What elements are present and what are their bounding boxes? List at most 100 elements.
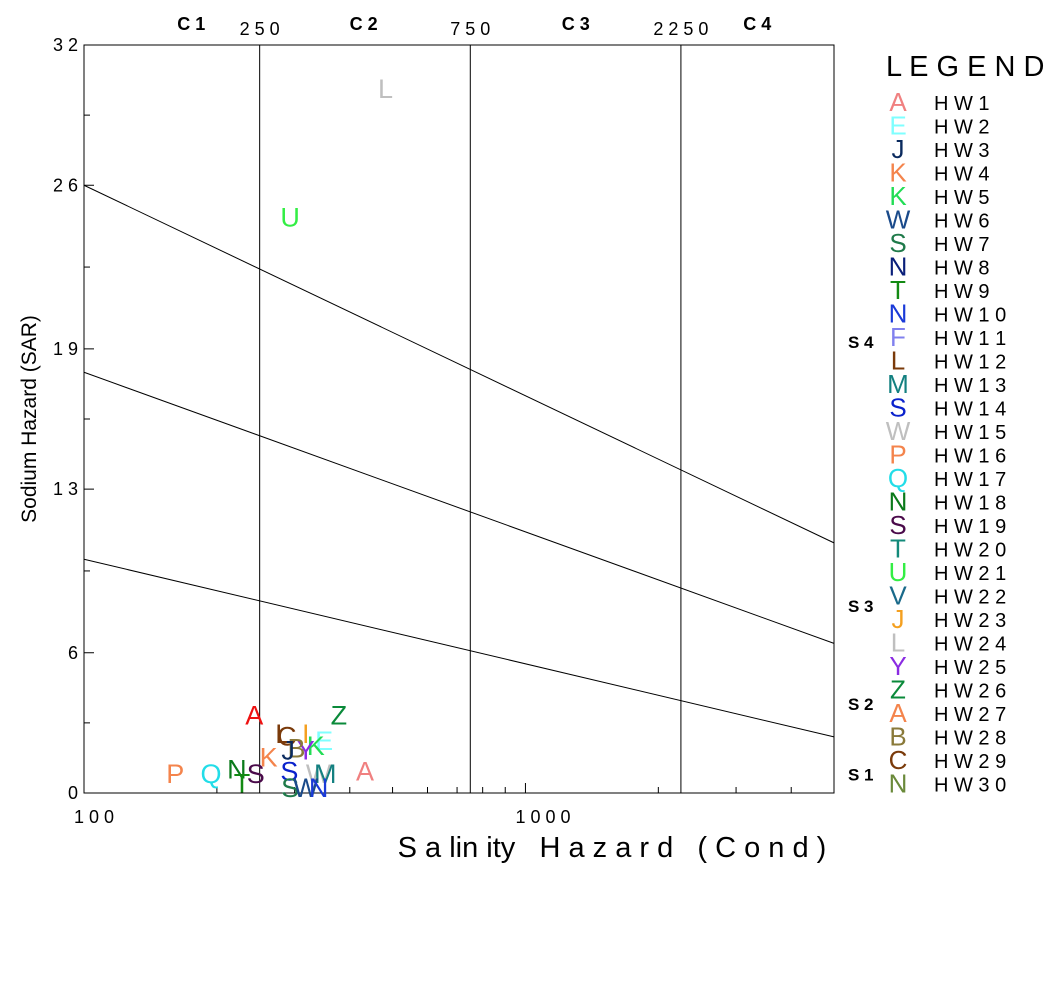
salinity-class-label: C 2	[350, 14, 378, 34]
legend-entry-label: H W 3 0	[934, 775, 1006, 797]
data-point: W	[293, 773, 319, 803]
data-point: K	[307, 731, 325, 761]
legend-entry-label: H W 1 4	[934, 399, 1006, 421]
legend-symbol: E	[889, 111, 906, 141]
data-point: I	[302, 719, 310, 749]
legend-symbol: S	[889, 228, 906, 258]
legend: L E G E N D A H W 1 E H W 2 J H W 3 K H W 4 K H W …	[886, 51, 1045, 799]
legend-entry-label: H W 1 0	[934, 305, 1006, 327]
legend-title: L E G E N D	[886, 51, 1044, 83]
legend-entry-label: H W 1 1	[934, 328, 1006, 350]
legend-entry-label: H W 2 6	[934, 681, 1006, 703]
data-point: K	[260, 743, 278, 773]
salinity-class-label: C 4	[743, 14, 771, 34]
legend-entry-label: H W 2 8	[934, 728, 1006, 750]
legend-symbol: A	[889, 698, 907, 728]
plot-frame	[83, 44, 835, 794]
x-axis-ticks: 1 0 0 1 0 0 0	[74, 783, 792, 827]
legend-symbol: L	[891, 628, 905, 658]
legend-symbol: N	[889, 252, 908, 282]
salinity-class-labels: 2 5 0 7 5 0 2 2 5 0 C 1 C 2 C 3 C 4	[177, 14, 771, 39]
legend-symbol: A	[889, 87, 907, 117]
legend-symbol: T	[890, 275, 906, 305]
class-boundary-label: 2 5 0	[240, 19, 280, 39]
data-point: P	[166, 759, 184, 789]
legend-symbol: N	[889, 299, 908, 329]
legend-symbol: Z	[890, 675, 906, 705]
data-point: T	[234, 768, 251, 798]
legend-symbol: N	[889, 487, 908, 517]
y-axis-ticks: 0 6 1 3 1 9 2 6 3 2	[53, 35, 94, 803]
legend-entry-label: H W 1	[934, 93, 990, 115]
legend-symbol: S	[889, 510, 906, 540]
data-point: N	[227, 754, 247, 784]
sodium-hazard-line	[83, 558, 835, 738]
legend-entry-label: H W 1 3	[934, 375, 1006, 397]
y-tick-label: 6	[68, 643, 78, 663]
legend-symbol: W	[886, 205, 911, 235]
legend-entry-label: H W 1 7	[934, 469, 1006, 491]
legend-entry-label: H W 2 1	[934, 563, 1006, 585]
legend-entry-label: H W 3	[934, 140, 990, 162]
data-point: M	[314, 759, 337, 789]
data-point: C	[277, 722, 297, 752]
data-point: S	[280, 757, 298, 787]
data-point: Y	[297, 736, 315, 766]
legend-symbol: N	[889, 769, 908, 799]
y-tick-label: 1 3	[53, 479, 78, 499]
data-point: Z	[331, 701, 348, 731]
legend-entry-label: H W 1 2	[934, 352, 1006, 374]
legend-entry-label: H W 2	[934, 117, 990, 139]
data-point: A	[245, 701, 263, 731]
data-point: U	[280, 203, 300, 233]
y-tick-label: 1 9	[53, 339, 78, 359]
legend-entry-label: H W 1 6	[934, 446, 1006, 468]
legend-entry-label: H W 7	[934, 234, 990, 256]
y-axis-label: Sodium Hazard (SAR)	[18, 315, 41, 523]
legend-entry-label: H W 6	[934, 211, 990, 233]
legend-entry-label: H W 2 0	[934, 540, 1006, 562]
legend-symbol: V	[889, 581, 907, 611]
salinity-class-label: C 3	[562, 14, 590, 34]
sodium-class-label: S 1	[848, 765, 874, 784]
sodium-class-label: S 4	[848, 333, 874, 352]
y-tick-label: 3 2	[53, 35, 78, 55]
legend-entry-label: H W 2 3	[934, 610, 1006, 632]
legend-symbol: F	[890, 322, 906, 352]
data-point: B	[288, 733, 306, 763]
legend-entry-label: H W 2 4	[934, 634, 1006, 656]
legend-entry-label: H W 2 7	[934, 704, 1006, 726]
y-tick-label: 0	[68, 783, 78, 803]
legend-entry-label: H W 9	[934, 281, 990, 303]
legend-entry-label: H W 2 5	[934, 657, 1006, 679]
data-point: S	[247, 759, 265, 789]
legend-entry-label: H W 2 9	[934, 751, 1006, 773]
sodium-class-labels: S 4 S 3 S 2 S 1	[848, 333, 874, 784]
legend-symbol: K	[889, 158, 907, 188]
y-tick-label: 2 6	[53, 175, 78, 195]
class-boundary-label: 7 5 0	[450, 19, 490, 39]
legend-symbol: P	[889, 440, 906, 470]
legend-symbol: W	[886, 416, 911, 446]
data-point: N	[309, 773, 329, 803]
x-tick-label: 1 0 0 0	[515, 807, 570, 827]
legend-entry-label: H W 1 9	[934, 516, 1006, 538]
data-point: W	[306, 759, 332, 789]
legend-entry-label: H W 4	[934, 164, 990, 186]
legend-symbol: Y	[889, 651, 906, 681]
legend-entry-label: H W 1 5	[934, 422, 1006, 444]
data-point: L	[275, 719, 290, 749]
legend-symbol: J	[892, 604, 905, 634]
sodium-hazard-line	[83, 371, 835, 644]
data-point: Q	[201, 759, 222, 789]
legend-symbol: M	[887, 369, 909, 399]
class-boundary-lines	[259, 45, 682, 793]
data-point: J	[281, 736, 295, 766]
sodium-hazard-line	[83, 184, 835, 544]
data-point: A	[356, 757, 374, 787]
data-point: S	[281, 773, 299, 803]
sodium-hazard-lines	[83, 184, 835, 738]
legend-symbol: S	[889, 393, 906, 423]
